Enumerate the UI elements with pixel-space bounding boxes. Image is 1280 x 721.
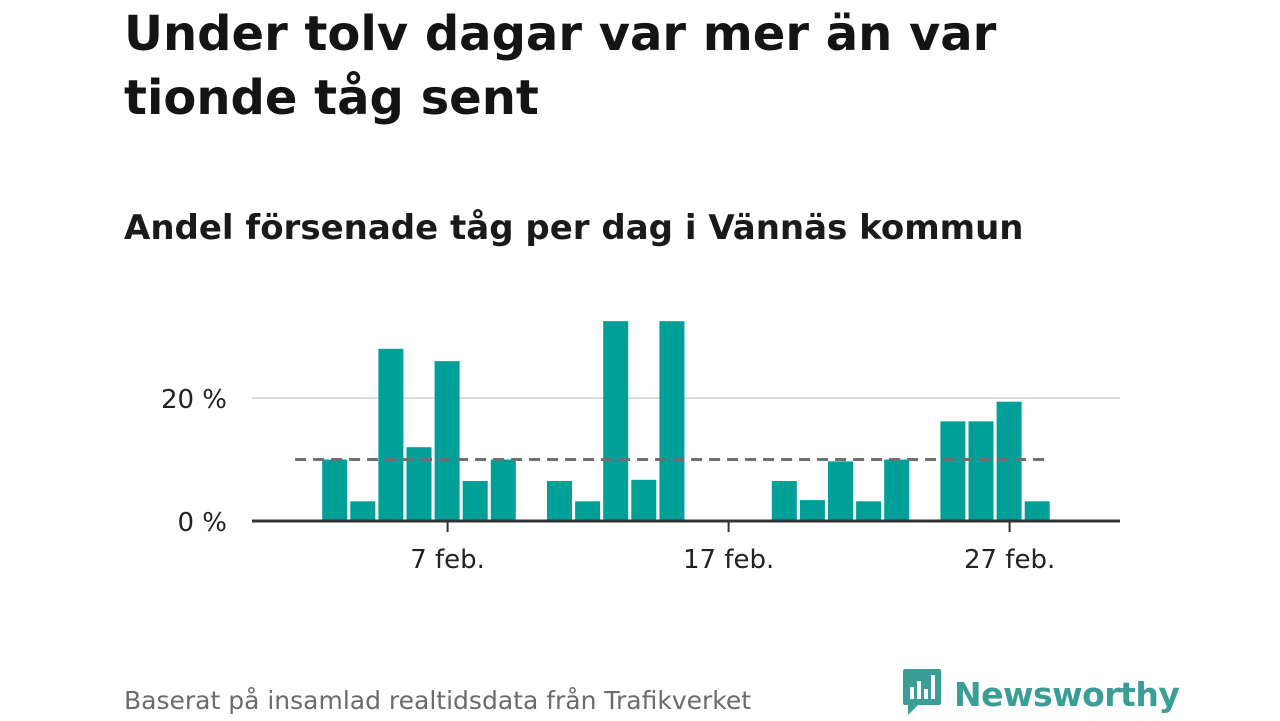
x-tick-label: 17 feb. — [683, 545, 774, 575]
bar — [856, 501, 882, 521]
bar — [603, 321, 629, 521]
bar-chart: 0 % 20 % 7 feb. 17 feb. 27 feb. — [161, 321, 1120, 575]
bar — [884, 459, 910, 521]
brand-logo: Newsworthy — [902, 667, 1180, 721]
bar — [350, 501, 376, 521]
bar — [378, 348, 404, 521]
bar — [828, 461, 853, 521]
bar — [968, 421, 994, 521]
bar — [799, 500, 825, 521]
chart-subtitle: Andel försenade tåg per dag i Vännäs kom… — [124, 208, 1024, 248]
bar — [322, 459, 348, 521]
x-tick-label: 7 feb. — [410, 545, 485, 575]
bar — [575, 501, 601, 521]
bar — [547, 481, 572, 521]
bar — [1024, 501, 1050, 521]
bar — [996, 401, 1022, 521]
bar — [434, 361, 460, 521]
source-note: Baserat på insamlad realtidsdata från Tr… — [124, 686, 752, 715]
y-tick-label: 0 % — [177, 508, 227, 538]
bar — [462, 481, 488, 521]
bar — [490, 459, 516, 521]
newsworthy-logo-icon — [902, 667, 942, 721]
brand-name: Newsworthy — [954, 674, 1180, 714]
bar — [771, 481, 797, 521]
chart-title: Under tolv dagar var mer än var tionde t… — [124, 6, 997, 126]
bar — [659, 321, 685, 521]
bar — [940, 421, 966, 521]
bar — [631, 479, 657, 521]
y-tick-label: 20 % — [161, 385, 227, 415]
x-tick-label: 27 feb. — [964, 545, 1055, 575]
